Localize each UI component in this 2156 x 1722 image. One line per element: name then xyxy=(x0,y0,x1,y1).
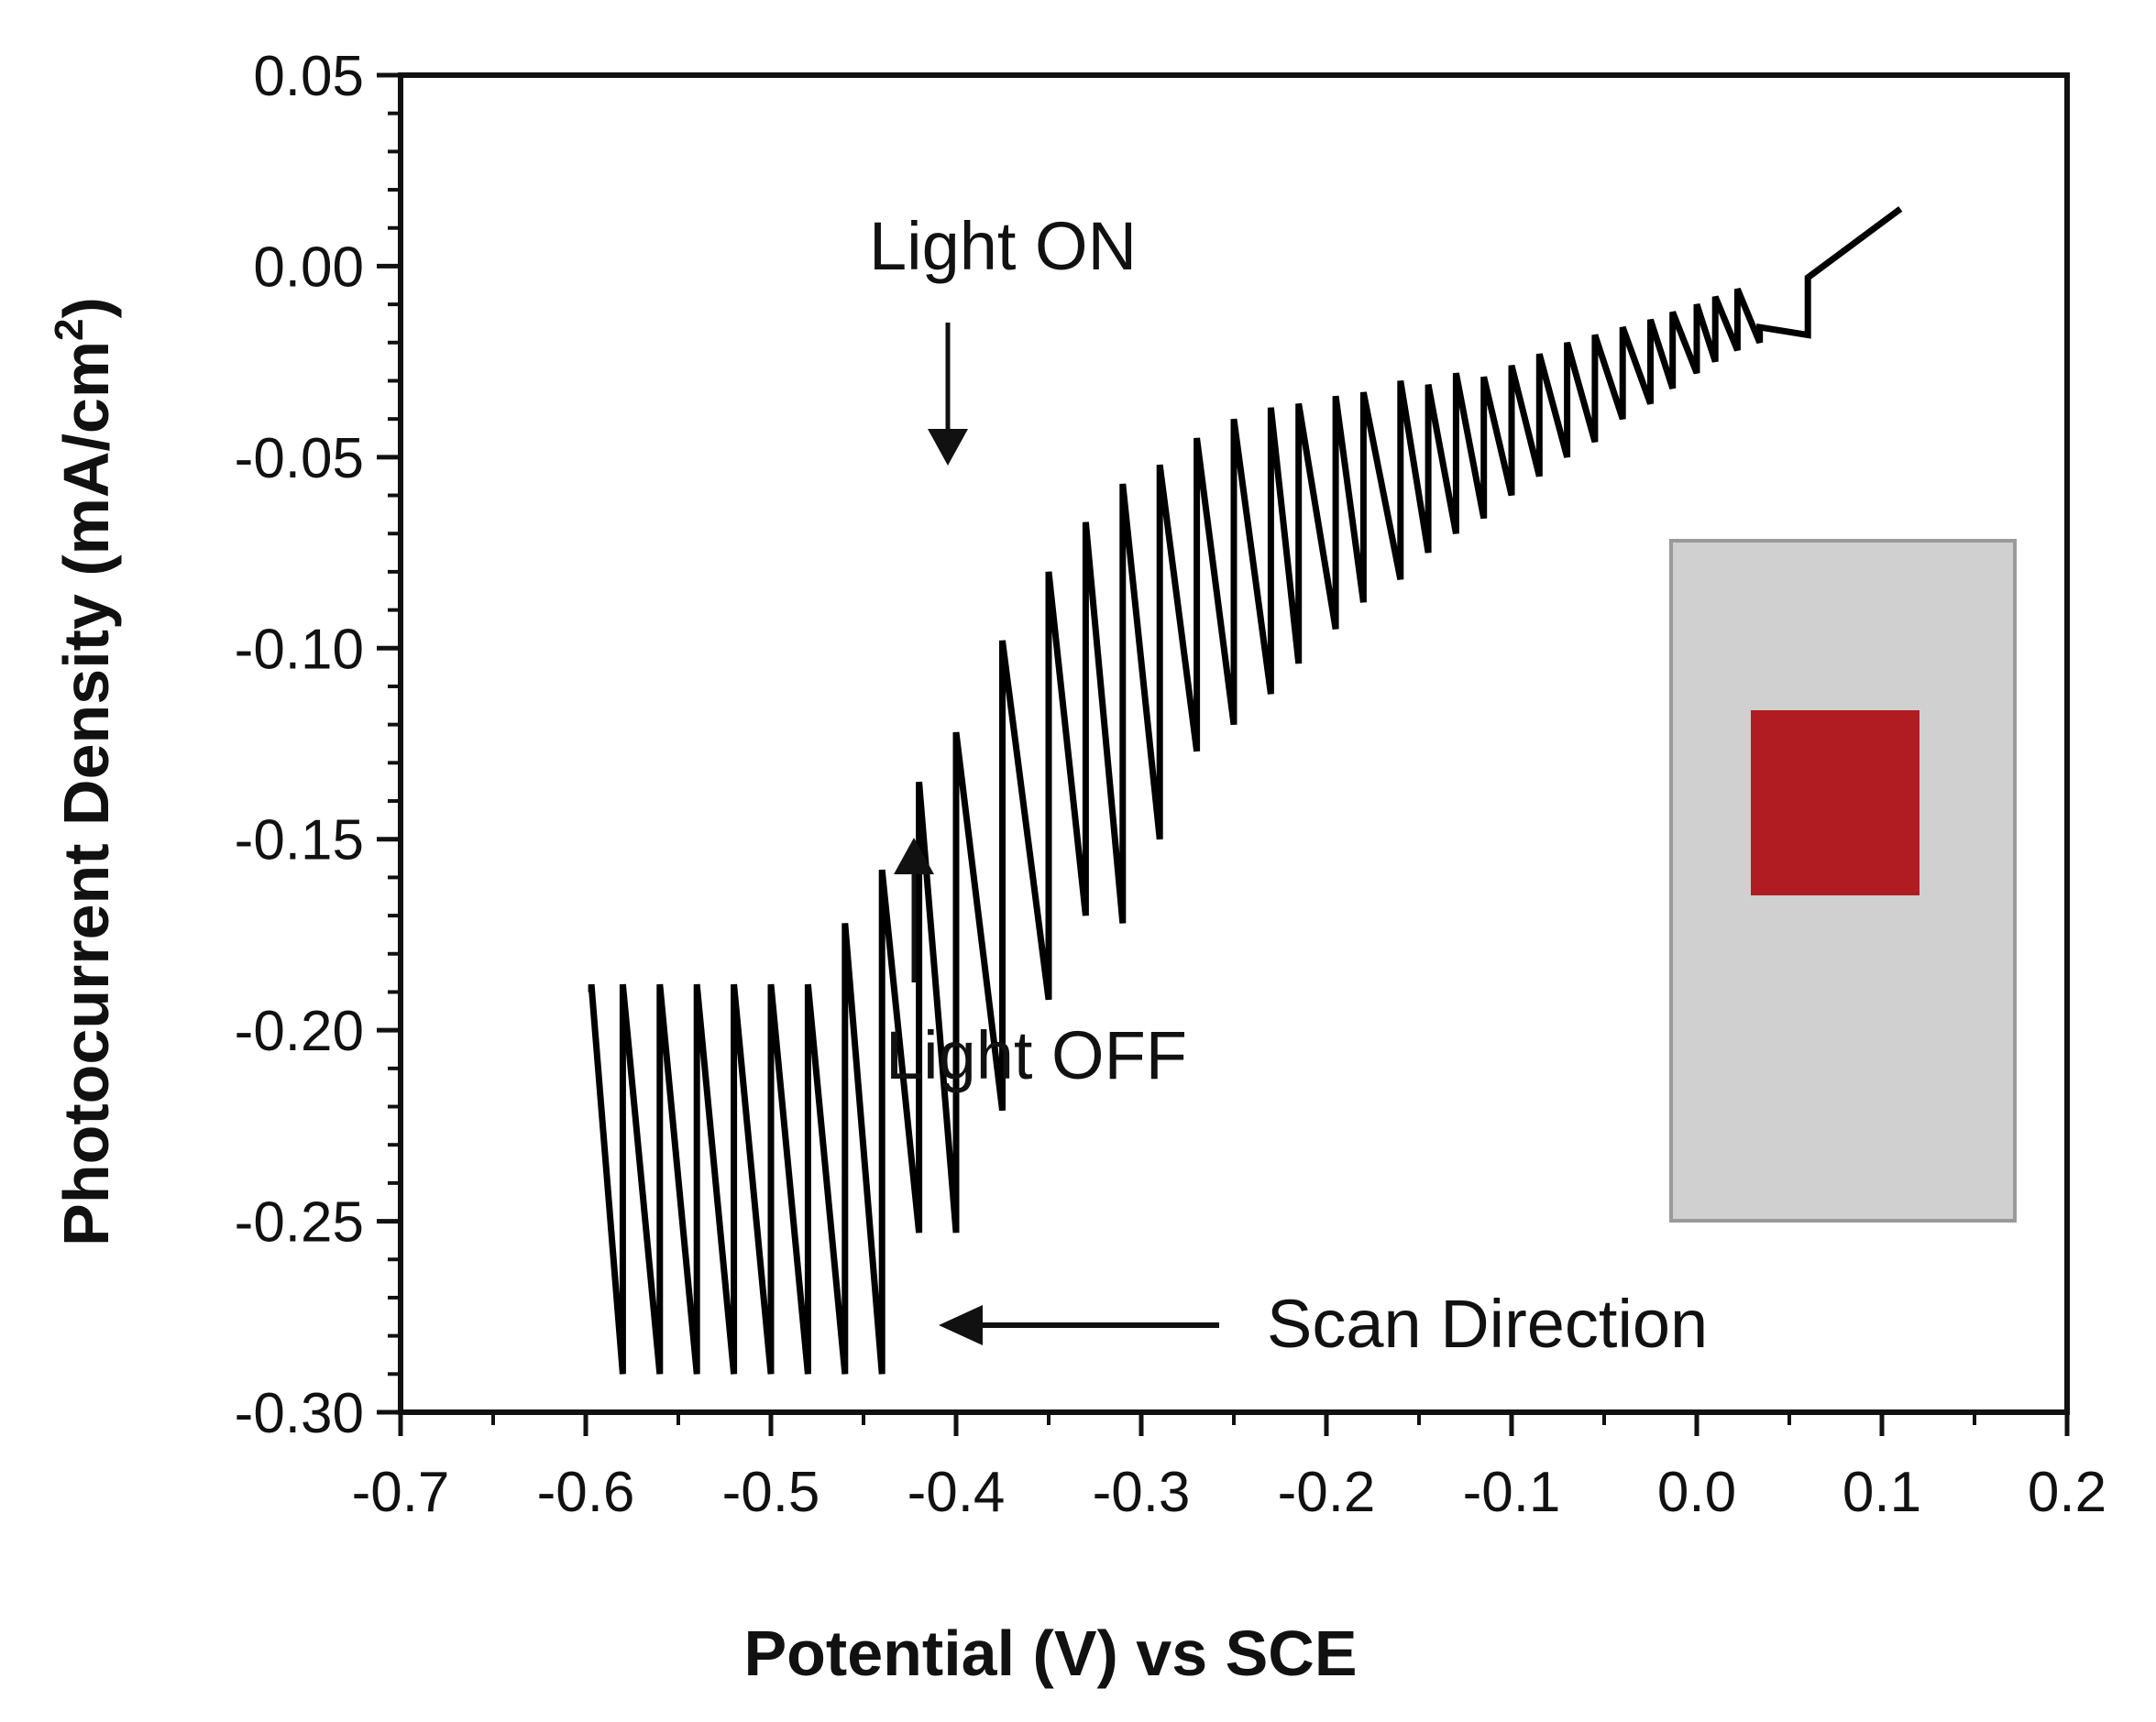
scan-direction-label: Scan Direction xyxy=(1267,1286,1708,1362)
x-tick-label: 0.0 xyxy=(1657,1461,1736,1524)
inset-red-film xyxy=(1751,710,1920,895)
y-tick-label: -0.10 xyxy=(235,618,364,681)
x-axis-ticks: -0.7 -0.6 -0.5 -0.4 -0.3 -0.2 -0.1 0.0 0.1 0.2 xyxy=(352,1412,2106,1524)
y-axis-ticks: 0.05 0.00 -0.05 -0.10 -0.15 -0.20 -0.25 -0.30 xyxy=(235,45,401,1445)
light-off-label: Light OFF xyxy=(886,1017,1187,1093)
photocurrent-series-line xyxy=(588,206,1903,1375)
light-on-label: Light ON xyxy=(869,208,1137,284)
y-tick-label: -0.20 xyxy=(235,1000,364,1063)
y-tick-label: -0.30 xyxy=(235,1382,364,1445)
x-tick-label: -0.3 xyxy=(1093,1461,1191,1524)
y-tick-label: -0.05 xyxy=(235,427,364,490)
x-tick-label: -0.7 xyxy=(352,1461,450,1524)
x-tick-label: 0.2 xyxy=(2028,1461,2106,1524)
y-axis-title-main: Photocurrent Density (mA/cm xyxy=(50,341,122,1246)
x-axis-title: Potential (V) vs SCE xyxy=(743,1618,1357,1689)
y-tick-label: 0.05 xyxy=(253,45,364,108)
y-tick-label: 0.00 xyxy=(253,236,364,299)
y-tick-label: -0.25 xyxy=(235,1191,364,1255)
light-off-arrow xyxy=(894,838,934,982)
x-tick-label: -0.2 xyxy=(1278,1461,1376,1524)
x-tick-label: -0.4 xyxy=(908,1461,1006,1524)
y-axis-title-superscript: 2 xyxy=(47,318,92,340)
y-tick-label: -0.15 xyxy=(235,809,364,872)
x-tick-label: -0.1 xyxy=(1463,1461,1561,1524)
y-axis-title-end: ) xyxy=(50,297,122,318)
x-tick-label: 0.1 xyxy=(1842,1461,1921,1524)
inset-photo xyxy=(1669,539,2017,1223)
x-tick-label: -0.5 xyxy=(722,1461,820,1524)
x-tick-label: -0.6 xyxy=(537,1461,635,1524)
scan-direction-arrow xyxy=(939,1305,1219,1345)
y-axis-title: Photocurrent Density (mA/cm2) xyxy=(47,297,122,1246)
light-on-arrow xyxy=(928,323,968,466)
